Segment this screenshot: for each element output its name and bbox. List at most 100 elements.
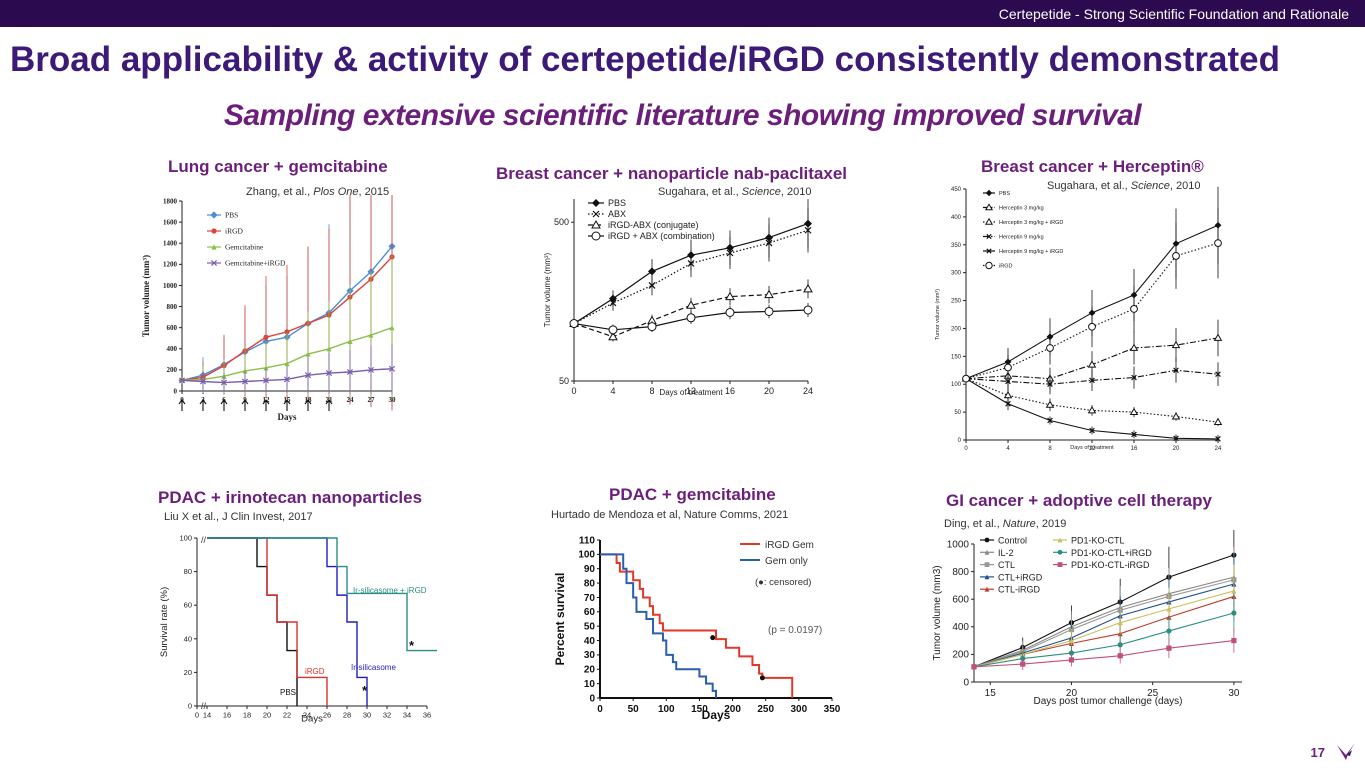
y-tick-label: 1400 bbox=[163, 240, 178, 248]
significance-marker: * bbox=[409, 638, 415, 653]
x-tick-label: 26 bbox=[323, 711, 331, 720]
y-tick-label: 200 bbox=[167, 366, 178, 374]
x-axis-label: Days bbox=[301, 714, 323, 725]
data-point bbox=[305, 351, 311, 357]
data-point bbox=[1131, 374, 1137, 381]
data-point bbox=[346, 368, 354, 376]
data-point bbox=[1047, 417, 1053, 424]
x-axis-label: Days bbox=[702, 708, 731, 722]
data-point bbox=[1173, 367, 1179, 374]
citation-gi-act: Ding, et al., Nature, 2019 bbox=[944, 518, 1067, 530]
x-tick-label: 16 bbox=[725, 386, 735, 396]
x-tick-label: 0 bbox=[964, 446, 968, 452]
legend-label: iRGD bbox=[999, 263, 1012, 269]
top-banner: Certepetide - Strong Scientific Foundati… bbox=[0, 0, 1365, 27]
data-point bbox=[178, 377, 186, 384]
y-tick-label: 40 bbox=[184, 634, 192, 643]
data-point bbox=[367, 366, 375, 373]
data-point bbox=[262, 377, 270, 384]
data-point bbox=[648, 267, 656, 276]
data-point bbox=[220, 379, 228, 386]
data-point bbox=[326, 346, 332, 352]
legend-marker bbox=[1057, 549, 1063, 555]
panel-title-pdac-irinotecan: PDAC + irinotecan nanoparticles bbox=[158, 488, 423, 507]
data-point bbox=[1213, 417, 1223, 426]
dosing-arrow-icon bbox=[241, 399, 249, 411]
data-point bbox=[803, 283, 813, 293]
data-point bbox=[1020, 661, 1026, 667]
y-tick-label: 80 bbox=[584, 578, 596, 589]
data-point bbox=[1173, 435, 1179, 442]
significance-marker: * bbox=[362, 683, 368, 698]
citation-pdac-gem: Hurtado de Mendoza et al, Nature Comms, … bbox=[551, 509, 789, 521]
legend-marker bbox=[984, 217, 994, 225]
y-tick-label: 400 bbox=[167, 345, 178, 353]
legend-label: iRGD-ABX (conjugate) bbox=[608, 220, 699, 230]
x-tick-label: 24 bbox=[303, 711, 311, 720]
data-point bbox=[1231, 638, 1237, 644]
x-tick-label: 0 bbox=[571, 386, 576, 396]
y-tick-label: 350 bbox=[951, 243, 962, 249]
x-axis-label: Days post tumor challenge (days) bbox=[1034, 696, 1183, 707]
data-point bbox=[1213, 333, 1223, 341]
legend-label: Control bbox=[998, 536, 1027, 546]
data-point bbox=[1129, 343, 1139, 351]
legend-label: iRGD + ABX (combination) bbox=[608, 231, 715, 241]
data-point bbox=[283, 376, 291, 383]
y-tick-label: 0 bbox=[174, 387, 178, 395]
data-point bbox=[1068, 657, 1075, 663]
data-point bbox=[1047, 381, 1053, 388]
survival-curve-2 bbox=[207, 537, 368, 706]
legend-label: PBS bbox=[225, 211, 238, 220]
legend-marker bbox=[984, 549, 990, 555]
legend-label: PBS bbox=[999, 191, 1010, 197]
data-point bbox=[1089, 377, 1095, 384]
y-tick-label: 90 bbox=[584, 564, 596, 575]
data-point bbox=[347, 338, 353, 344]
y-tick-label: 1600 bbox=[163, 218, 178, 226]
y-tick-label: 600 bbox=[952, 595, 969, 606]
data-point bbox=[284, 360, 290, 367]
legend-marker bbox=[211, 228, 217, 234]
legend-marker bbox=[984, 562, 990, 567]
x-tick-label: 20 bbox=[1066, 688, 1078, 699]
data-point bbox=[1166, 606, 1172, 612]
y-tick-label: 80 bbox=[184, 567, 192, 576]
y-tick-label: 0 bbox=[958, 438, 962, 444]
x-tick-label: 30 bbox=[363, 711, 371, 720]
chart-pdac-gemcitabine: 0 50 100 150 200 250 300 350 0 10 20 30 40 50 60 70 80 90… bbox=[553, 535, 841, 722]
data-point bbox=[569, 319, 579, 329]
x-tick-label: 0 bbox=[597, 704, 603, 715]
data-point bbox=[608, 331, 618, 341]
censored-point bbox=[710, 635, 716, 641]
series-line-7 bbox=[973, 640, 1234, 668]
chart-breast-nab-paclitaxel: 0 4 8 12 16 20 24 50 500 Days of treatment Tumor v… bbox=[543, 198, 813, 397]
dosing-arrow-icon bbox=[199, 399, 207, 411]
x-tick-label: 22 bbox=[283, 711, 291, 720]
x-tick-label: 18 bbox=[243, 711, 251, 720]
data-point bbox=[686, 300, 696, 309]
x-tick-label: 12 bbox=[686, 386, 696, 396]
legend-marker bbox=[986, 248, 992, 254]
legend-note: (●: censored) bbox=[755, 577, 811, 588]
data-point bbox=[1068, 650, 1075, 656]
y-axis-label: Tumor volume (mm³) bbox=[935, 289, 941, 340]
x-tick-label: 15 bbox=[985, 688, 997, 699]
series-line-3 bbox=[973, 583, 1235, 668]
legend-marker bbox=[986, 233, 992, 240]
x-tick-label: 350 bbox=[824, 704, 841, 715]
y-tick-label: 50 bbox=[954, 410, 961, 416]
data-point bbox=[1129, 407, 1139, 416]
series-label: PBS bbox=[280, 688, 296, 697]
x-tick-label: 100 bbox=[658, 704, 675, 715]
data-point bbox=[1171, 412, 1181, 420]
legend-marker bbox=[591, 231, 601, 241]
survival-curve-1 bbox=[600, 553, 717, 698]
dosing-arrow-icon bbox=[325, 399, 333, 411]
x-tick-label: 300 bbox=[791, 704, 808, 715]
chart-lung-gemcitabine: 0 3 6 9 12 15 18 21 24 27 300200400600800100012001… bbox=[141, 195, 396, 422]
p-value-label: (p = 0.0197) bbox=[768, 625, 822, 636]
legend-label: ABX bbox=[608, 209, 626, 219]
data-point bbox=[971, 664, 977, 670]
x-tick-label: 16 bbox=[1131, 446, 1138, 452]
